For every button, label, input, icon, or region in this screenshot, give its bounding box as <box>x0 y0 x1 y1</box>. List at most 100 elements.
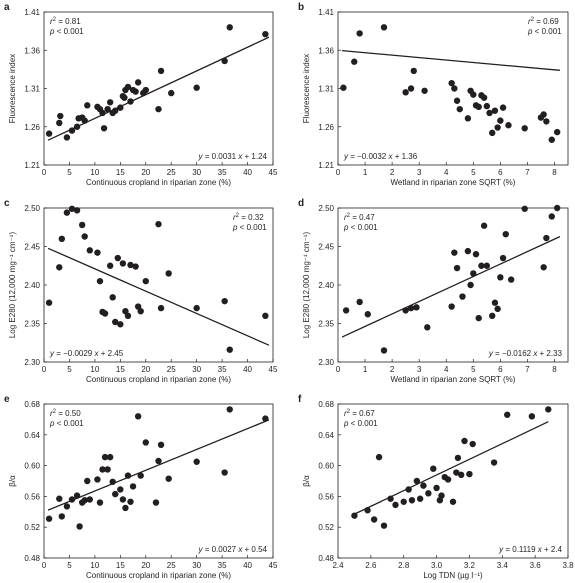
data-point <box>168 89 175 97</box>
y-tick-label: 0.56 <box>24 492 40 501</box>
data-point <box>491 107 499 114</box>
data-point <box>56 495 63 502</box>
data-point <box>521 125 528 132</box>
data-point <box>461 437 468 445</box>
data-point <box>56 264 63 271</box>
data-point <box>58 235 66 242</box>
y-tick-label: 1.36 <box>24 46 40 55</box>
data-point <box>454 454 462 462</box>
regression-line <box>47 419 270 511</box>
data-point <box>351 58 358 65</box>
y-tick-label: 2.35 <box>318 320 334 329</box>
data-point <box>78 221 86 229</box>
plot-frame <box>337 403 569 559</box>
data-point <box>94 476 101 483</box>
data-point <box>63 134 71 141</box>
data-point <box>63 209 71 216</box>
x-tick-label: 10 <box>90 561 99 570</box>
r-squared-label: r2 = 0.69 <box>528 17 559 26</box>
x-tick-label: 5 <box>67 168 72 177</box>
data-point <box>109 478 116 485</box>
x-tick-label: 20 <box>141 561 150 570</box>
data-point <box>449 498 457 505</box>
data-point <box>112 490 119 498</box>
panel-b: b 0 1 2 3 4 5 6 7 8 1.21 1.26 1.31 1.36 1.41 Wetland in… <box>298 2 569 187</box>
x-tick-label: 8 <box>552 365 557 374</box>
data-point <box>497 274 504 281</box>
panel-c: c 0 5 10 15 20 25 30 35 40 45 2.30 2.35 2.40 2.45 2.50 C… <box>4 198 278 384</box>
p-value-label: p < 0.001 <box>232 223 267 232</box>
p-value-label: p < 0.001 <box>343 223 378 232</box>
x-tick-label: 35 <box>218 561 227 570</box>
regression-line <box>341 236 561 338</box>
x-tick-label: 20 <box>141 365 150 374</box>
data-point <box>490 459 498 466</box>
data-point <box>45 515 53 522</box>
y-tick-label: 1.31 <box>318 85 334 94</box>
x-tick-label: 10 <box>90 365 99 374</box>
x-tick-label: 40 <box>243 561 252 570</box>
data-point <box>402 89 409 96</box>
data-point <box>543 234 550 242</box>
data-point <box>155 105 162 113</box>
data-point <box>528 413 536 420</box>
data-point <box>124 83 132 91</box>
data-point <box>155 457 162 465</box>
data-point <box>104 105 111 113</box>
x-axis-label: Wetland in riparian zone SQRT (%) <box>391 375 516 384</box>
data-point <box>504 411 511 418</box>
x-tick-label: 0 <box>42 365 47 374</box>
data-point <box>553 204 561 212</box>
x-tick-label: 7 <box>525 168 530 177</box>
r-squared-label: r2 = 0.81 <box>50 17 81 26</box>
panel-letter: d <box>298 198 304 209</box>
x-tick-label: 45 <box>269 365 278 374</box>
x-tick-label: 1 <box>363 365 368 374</box>
data-point <box>127 498 134 505</box>
data-point <box>101 453 109 461</box>
data-point <box>106 453 114 461</box>
y-tick-label: 0.60 <box>318 462 334 471</box>
y-tick-label: 2.45 <box>24 243 40 252</box>
data-point <box>505 122 512 129</box>
x-axis-label: Continuous cropland in riparian zone (%) <box>86 375 231 384</box>
data-point <box>112 107 119 114</box>
data-point <box>124 472 132 479</box>
data-point <box>262 312 269 319</box>
regression-line <box>47 36 270 141</box>
y-tick-label: 0.52 <box>318 523 334 532</box>
data-point <box>117 104 124 111</box>
data-point <box>400 498 407 505</box>
data-point <box>380 24 388 31</box>
data-point <box>553 128 561 136</box>
data-point <box>464 115 472 122</box>
y-tick-label: 1.21 <box>24 161 40 170</box>
data-point <box>413 477 421 485</box>
panel-letter: b <box>298 2 304 13</box>
data-point <box>416 495 424 502</box>
y-tick-label: 1.41 <box>24 8 40 17</box>
data-point <box>540 111 547 118</box>
data-point <box>407 304 415 312</box>
y-tick-label: 1.41 <box>318 8 334 17</box>
y-tick-label: 2.40 <box>24 281 40 290</box>
y-axis-label: Log E280 (12,000 mg⁻¹ cm⁻¹) <box>302 232 311 339</box>
y-tick-label: 0.64 <box>24 431 40 440</box>
data-point <box>413 304 420 311</box>
x-tick-label: 10 <box>90 168 99 177</box>
x-tick-label: 5 <box>67 365 72 374</box>
data-point <box>458 471 465 479</box>
y-axis-label: β/α <box>8 475 17 487</box>
x-tick-label: 0 <box>336 365 341 374</box>
data-point <box>456 105 463 113</box>
y-tick-label: 0.56 <box>318 492 334 501</box>
data-point <box>356 298 363 306</box>
data-point <box>226 406 233 413</box>
data-point <box>521 205 528 212</box>
data-point <box>483 102 491 110</box>
x-tick-label: 45 <box>269 168 278 177</box>
x-tick-label: 3.6 <box>530 561 542 570</box>
data-point <box>81 117 88 124</box>
x-tick-label: 35 <box>218 168 227 177</box>
data-point <box>451 85 458 92</box>
